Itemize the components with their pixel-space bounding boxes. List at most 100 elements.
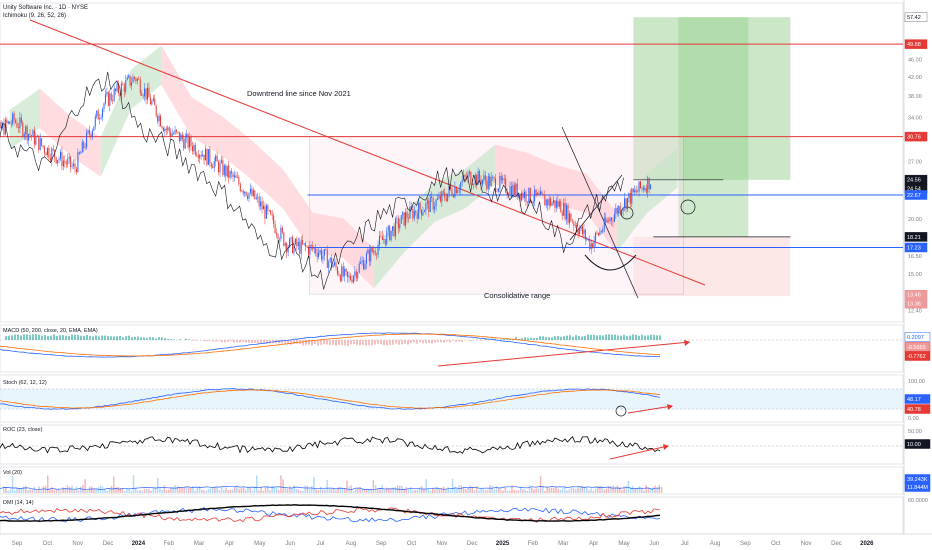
macd-histogram-bar xyxy=(74,334,76,340)
candle-body xyxy=(422,212,424,216)
candle-body xyxy=(234,175,235,178)
macd-histogram-bar xyxy=(116,336,118,340)
candle-body xyxy=(84,147,86,149)
volume-bar xyxy=(520,486,522,493)
candle-body xyxy=(393,226,395,237)
adx-line xyxy=(0,504,661,522)
volume-bar xyxy=(20,488,23,493)
volume-bar xyxy=(297,489,300,493)
candle-body xyxy=(1,123,3,129)
macd-line xyxy=(0,332,661,358)
candle-body xyxy=(155,105,157,116)
candle-body xyxy=(32,130,34,137)
candle-body xyxy=(409,206,411,219)
candle-body xyxy=(6,119,8,124)
candle-body xyxy=(335,262,337,268)
candle-body xyxy=(347,271,349,278)
candle-body xyxy=(241,190,243,192)
volume-bar xyxy=(528,485,531,493)
candle-body xyxy=(563,203,565,216)
candle-body xyxy=(199,155,201,159)
candle-body xyxy=(502,178,504,181)
price-badge-label: 22.67 xyxy=(907,193,921,199)
candle-body xyxy=(389,226,391,241)
candle-body xyxy=(574,224,576,226)
volume-bar xyxy=(489,485,491,493)
volume-bar xyxy=(146,489,148,493)
candle-body xyxy=(570,213,572,222)
volume-bar xyxy=(168,489,170,493)
volume-bar xyxy=(245,489,247,493)
macd-histogram-bar xyxy=(113,336,115,340)
candle-body xyxy=(626,197,628,210)
candle-body xyxy=(550,198,552,206)
volume-bar xyxy=(418,487,421,493)
volume-bar xyxy=(423,489,425,493)
macd-histogram-bar xyxy=(446,340,448,342)
candle-body xyxy=(448,186,450,194)
macd-histogram-bar xyxy=(395,340,397,344)
candle-body xyxy=(118,83,119,93)
macd-histogram-bar xyxy=(140,337,142,340)
candle-body xyxy=(605,217,607,223)
candle-body xyxy=(396,218,398,219)
volume-bar xyxy=(36,490,38,493)
volume-bar xyxy=(550,487,553,493)
macd-histogram-bar xyxy=(164,338,166,340)
macd-histogram-bar xyxy=(386,340,388,346)
volume-bar xyxy=(388,488,390,493)
volume-bar xyxy=(636,487,639,493)
indicator-badge xyxy=(904,439,931,449)
volume-bar xyxy=(506,490,509,493)
candle-body xyxy=(270,210,272,215)
volume-bar xyxy=(337,487,339,493)
volume-bar xyxy=(218,489,221,493)
indicator-badge-label: 10.00 xyxy=(907,442,921,448)
macd-histogram-bar xyxy=(308,340,310,345)
macd-histogram-bar xyxy=(461,340,463,342)
candle-body xyxy=(564,203,566,220)
candle-body xyxy=(642,187,644,191)
volume-bar xyxy=(260,487,262,493)
volume-bar xyxy=(198,486,201,493)
candle-body xyxy=(168,127,170,132)
candle-body xyxy=(283,232,285,246)
volume-bar xyxy=(630,487,632,493)
candle-body xyxy=(310,245,312,246)
macd-histogram-bar xyxy=(401,340,403,345)
candle-body xyxy=(473,184,475,185)
candle-body xyxy=(458,189,460,191)
candle-body xyxy=(177,131,179,133)
macd-histogram-bar xyxy=(431,340,433,344)
volume-bar xyxy=(348,486,350,493)
time-axis-label: Jul xyxy=(681,541,689,547)
volume-bar xyxy=(390,488,392,493)
volume-bar xyxy=(594,488,597,493)
macd-title: MACD (50, 200, close, 20, EMA, EMA) xyxy=(3,328,98,334)
candle-body xyxy=(421,209,423,216)
candle-body xyxy=(71,165,73,167)
macd-histogram-bar xyxy=(527,337,529,340)
volume-ma xyxy=(0,485,660,491)
volume-bar xyxy=(627,480,630,493)
candle-body xyxy=(493,177,495,179)
volume-bar xyxy=(42,486,45,493)
candle-body xyxy=(600,231,602,232)
macd-histogram-bar xyxy=(587,334,589,340)
candle-body xyxy=(373,250,375,252)
macd-histogram-bar xyxy=(83,335,85,340)
candle-body xyxy=(402,212,404,216)
macd-histogram-bar xyxy=(50,335,52,340)
time-axis-label: Jun xyxy=(650,541,660,547)
candle-body xyxy=(560,201,562,213)
candle-body xyxy=(355,271,357,279)
candle-body xyxy=(647,177,649,193)
macd-histogram-bar xyxy=(440,340,442,343)
macd-histogram-bar xyxy=(230,340,232,341)
candle-body xyxy=(544,195,546,206)
macd-histogram-bar xyxy=(338,340,340,345)
macd-histogram-bar xyxy=(128,335,130,340)
candle-body xyxy=(42,145,44,147)
macd-histogram-bar xyxy=(530,337,532,340)
candle-body xyxy=(470,171,472,185)
